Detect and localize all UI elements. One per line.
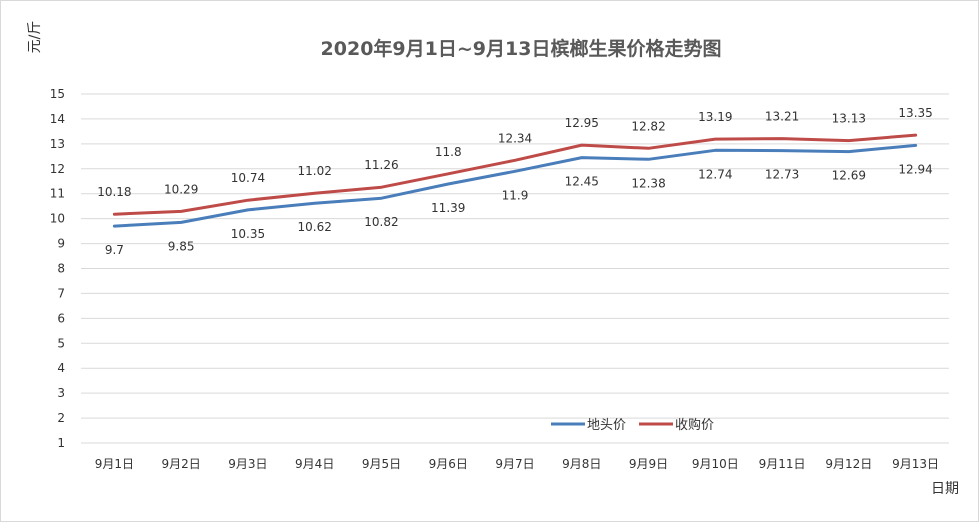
y-tick-label: 4 <box>57 361 65 375</box>
data-label: 12.95 <box>565 116 599 130</box>
y-tick-label: 2 <box>57 411 65 425</box>
data-label: 11.9 <box>502 188 529 202</box>
chart-title: 2020年9月1日~9月13日槟榔生果价格走势图 <box>321 37 722 60</box>
data-label: 10.74 <box>231 171 265 185</box>
data-label: 13.19 <box>698 110 732 124</box>
series-line-2 <box>112 133 918 216</box>
data-label: 12.73 <box>765 168 799 182</box>
data-label: 10.35 <box>231 227 265 241</box>
data-label: 10.18 <box>97 185 131 199</box>
x-axis-ticks: 9月1日 9月2日 9月3日 9月4日 9月5日 9月6日 9月7日 9月8日 9月9日 9月10… <box>95 457 939 471</box>
x-tick-label: 9月4日 <box>295 457 334 471</box>
legend: 地头价 收购价 <box>551 417 714 433</box>
data-label: 10.29 <box>164 182 198 196</box>
x-tick-label: 9月7日 <box>495 457 534 471</box>
data-label: 13.13 <box>832 112 866 126</box>
x-tick-label: 9月6日 <box>429 457 468 471</box>
x-tick-label: 9月13日 <box>892 457 939 471</box>
data-label: 9.85 <box>168 239 195 253</box>
x-tick-label: 9月1日 <box>95 457 134 471</box>
series-lines <box>112 133 918 228</box>
data-label: 11.39 <box>431 201 465 215</box>
legend-label-1: 地头价 <box>587 418 626 433</box>
y-tick-label: 8 <box>57 262 65 276</box>
data-label: 11.26 <box>364 158 398 172</box>
data-label: 12.45 <box>565 175 599 189</box>
data-label: 12.38 <box>631 176 665 190</box>
x-tick-label: 9月5日 <box>362 457 401 471</box>
data-label: 11.8 <box>435 145 462 159</box>
y-tick-label: 10 <box>50 212 65 226</box>
x-axis-label: 日期 <box>931 481 959 497</box>
data-label: 10.62 <box>298 220 332 234</box>
y-tick-label: 1 <box>57 436 65 450</box>
y-tick-label: 11 <box>50 187 65 201</box>
data-label: 11.02 <box>298 164 332 178</box>
data-label: 9.7 <box>105 243 124 257</box>
gridlines <box>81 93 949 444</box>
y-tick-label: 13 <box>50 137 65 151</box>
data-label: 13.21 <box>765 110 799 124</box>
data-label: 12.34 <box>498 131 532 145</box>
y-tick-label: 9 <box>57 237 65 251</box>
data-label: 12.82 <box>631 119 665 133</box>
y-tick-label: 5 <box>57 336 65 350</box>
data-label: 12.69 <box>832 169 866 183</box>
x-tick-label: 9月8日 <box>562 457 601 471</box>
x-tick-label: 9月9日 <box>629 457 668 471</box>
x-tick-label: 9月2日 <box>162 457 201 471</box>
data-label: 12.94 <box>898 162 932 176</box>
data-label: 12.74 <box>698 167 732 181</box>
data-label: 13.35 <box>898 106 932 120</box>
x-tick-label: 9月3日 <box>228 457 267 471</box>
legend-label-2: 收购价 <box>675 417 714 433</box>
data-label: 10.82 <box>364 215 398 229</box>
y-tick-label: 7 <box>57 286 65 300</box>
y-tick-label: 6 <box>57 311 65 325</box>
y-tick-label: 15 <box>50 87 65 101</box>
data-labels: 9.7 9.85 10.35 10.62 10.82 11.39 11.9 12.45 12.3… <box>97 106 933 257</box>
y-tick-label: 14 <box>50 112 65 126</box>
y-tick-label: 12 <box>50 162 65 176</box>
series-line-1 <box>112 143 918 228</box>
x-tick-label: 9月11日 <box>759 457 806 471</box>
y-axis-label: 元/斤 <box>27 21 43 54</box>
x-tick-label: 9月12日 <box>825 457 872 471</box>
x-tick-label: 9月10日 <box>692 457 739 471</box>
y-tick-label: 3 <box>57 386 65 400</box>
